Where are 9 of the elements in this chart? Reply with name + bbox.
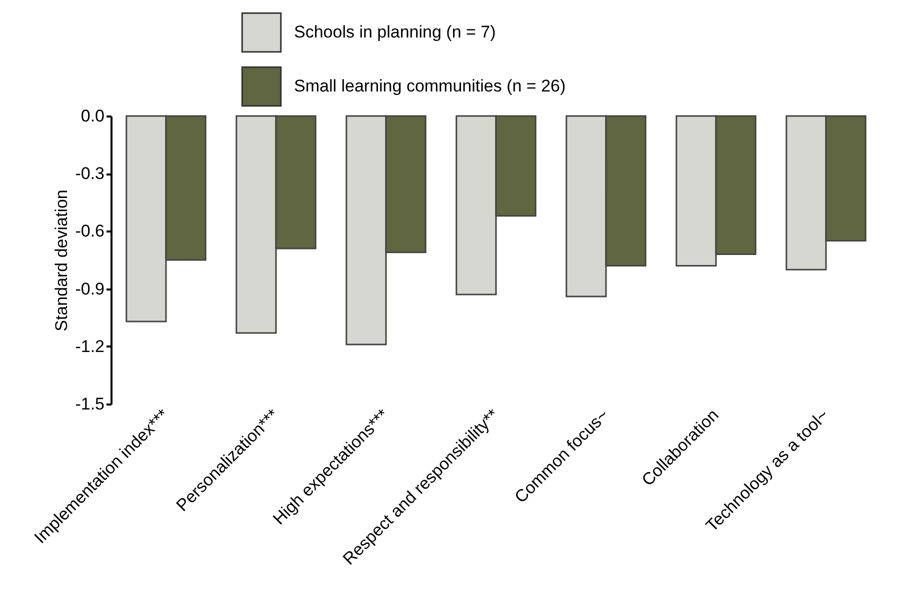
y-tick-label: 0.0 bbox=[80, 106, 104, 126]
legend-label: Schools in planning (n = 7) bbox=[294, 22, 496, 42]
y-tick-label: -1.2 bbox=[75, 336, 104, 356]
legend-label: Small learning communities (n = 26) bbox=[294, 76, 566, 96]
y-tick-label: -0.6 bbox=[75, 222, 104, 241]
y-tick-label: -0.9 bbox=[75, 279, 104, 298]
y-tick-label: -0.3 bbox=[75, 164, 104, 184]
y-tick-label: -1.5 bbox=[75, 394, 104, 414]
y-axis-title: Standard deviation bbox=[52, 190, 72, 332]
